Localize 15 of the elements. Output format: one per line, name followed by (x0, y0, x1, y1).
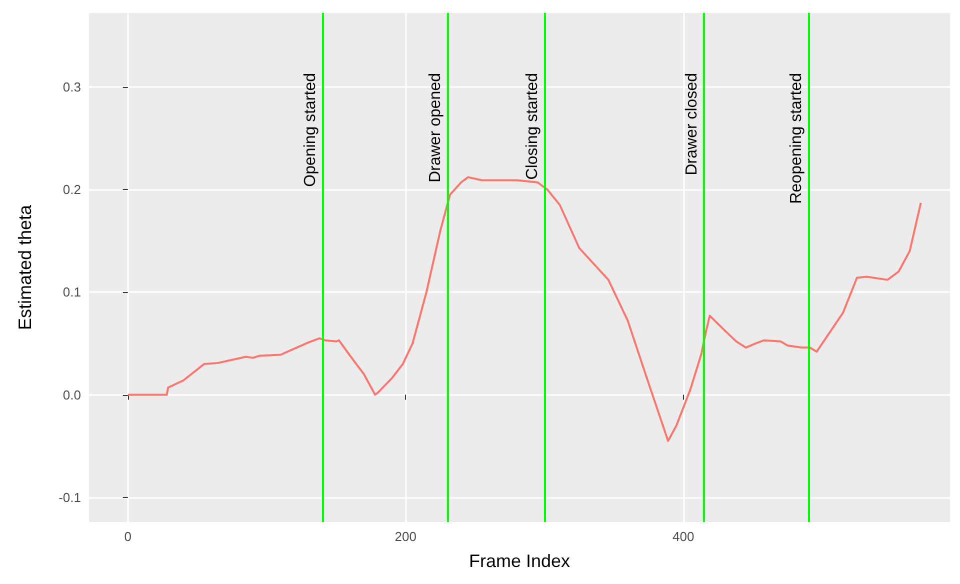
y-tick-label: 0.2 (62, 182, 81, 198)
ref-line-label: Reopening started (788, 73, 805, 204)
ref-line-label: Drawer closed (684, 73, 701, 176)
y-tick-label: 0.1 (62, 284, 81, 300)
y-axis-title: Estimated theta (15, 204, 35, 330)
x-tick-label: 200 (394, 529, 416, 544)
ref-line-label: Opening started (302, 73, 319, 187)
y-tick-label: 0.0 (62, 387, 81, 402)
y-tick-label: -0.1 (58, 490, 81, 505)
ref-line-label: Drawer opened (426, 73, 444, 182)
ref-line-label: Closing started (524, 73, 541, 180)
x-axis-title: Frame Index (468, 551, 570, 571)
y-tick-label: 0.3 (62, 79, 81, 94)
x-tick-label: 0 (124, 529, 132, 544)
x-tick-label: 400 (672, 529, 694, 544)
